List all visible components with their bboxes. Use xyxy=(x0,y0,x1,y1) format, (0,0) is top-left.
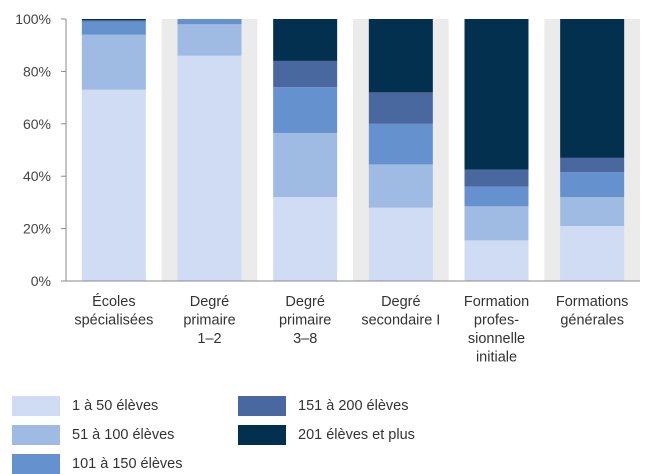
bar-segment xyxy=(464,206,529,241)
bar-segment xyxy=(464,169,529,187)
y-tick-label: 40% xyxy=(23,168,51,184)
bar-segment xyxy=(273,19,338,61)
bar-segment xyxy=(560,157,625,173)
bar-segment xyxy=(273,60,338,88)
bar-segment xyxy=(273,132,338,198)
bar-segment xyxy=(560,197,625,226)
bar-segment xyxy=(464,186,529,207)
bar-segment xyxy=(177,19,242,25)
axes xyxy=(61,18,640,282)
x-category-labels: Écoles spécialisées Degré primaire 1–2 Degré p… xyxy=(74,293,628,366)
x-tick-label: Écoles spécialisées xyxy=(74,293,153,329)
bar-segment xyxy=(81,20,146,22)
y-tick-label: 20% xyxy=(23,221,51,237)
x-tick-label: Formations générales xyxy=(556,294,629,329)
y-tick-labels: 0% 20% 40% 60% 80% 100% xyxy=(15,11,51,289)
bar-segment xyxy=(273,87,338,133)
bar-segment xyxy=(81,89,146,282)
y-tick-label: 60% xyxy=(23,116,51,132)
bar-segment xyxy=(464,19,529,170)
bars xyxy=(81,19,625,282)
y-tick-label: 80% xyxy=(23,63,51,79)
bar-segment xyxy=(368,123,433,165)
bar-segment xyxy=(177,55,242,282)
bar-segment xyxy=(273,197,338,281)
bar-segment xyxy=(81,34,146,90)
y-tick-label: 100% xyxy=(15,11,51,27)
bar-segment xyxy=(560,172,625,198)
bar-segment xyxy=(464,240,529,281)
bar-segment xyxy=(368,207,433,281)
bar-segment xyxy=(81,19,146,21)
bar-segment xyxy=(177,24,242,56)
y-tick-label: 0% xyxy=(31,273,51,289)
bar-segment xyxy=(368,164,433,208)
x-tick-label: Degré primaire 1–2 xyxy=(183,294,235,347)
x-tick-label: Degré primaire 3–8 xyxy=(279,294,331,347)
x-tick-label: Formation profes-sionnelle initiale xyxy=(464,294,529,366)
bar-segment xyxy=(368,19,433,93)
bar-segment xyxy=(560,19,625,158)
bar-segment xyxy=(368,92,433,124)
bar-segment xyxy=(81,21,146,35)
x-tick-label: Degré secondaire I xyxy=(361,294,440,329)
bar-segment xyxy=(560,225,625,281)
